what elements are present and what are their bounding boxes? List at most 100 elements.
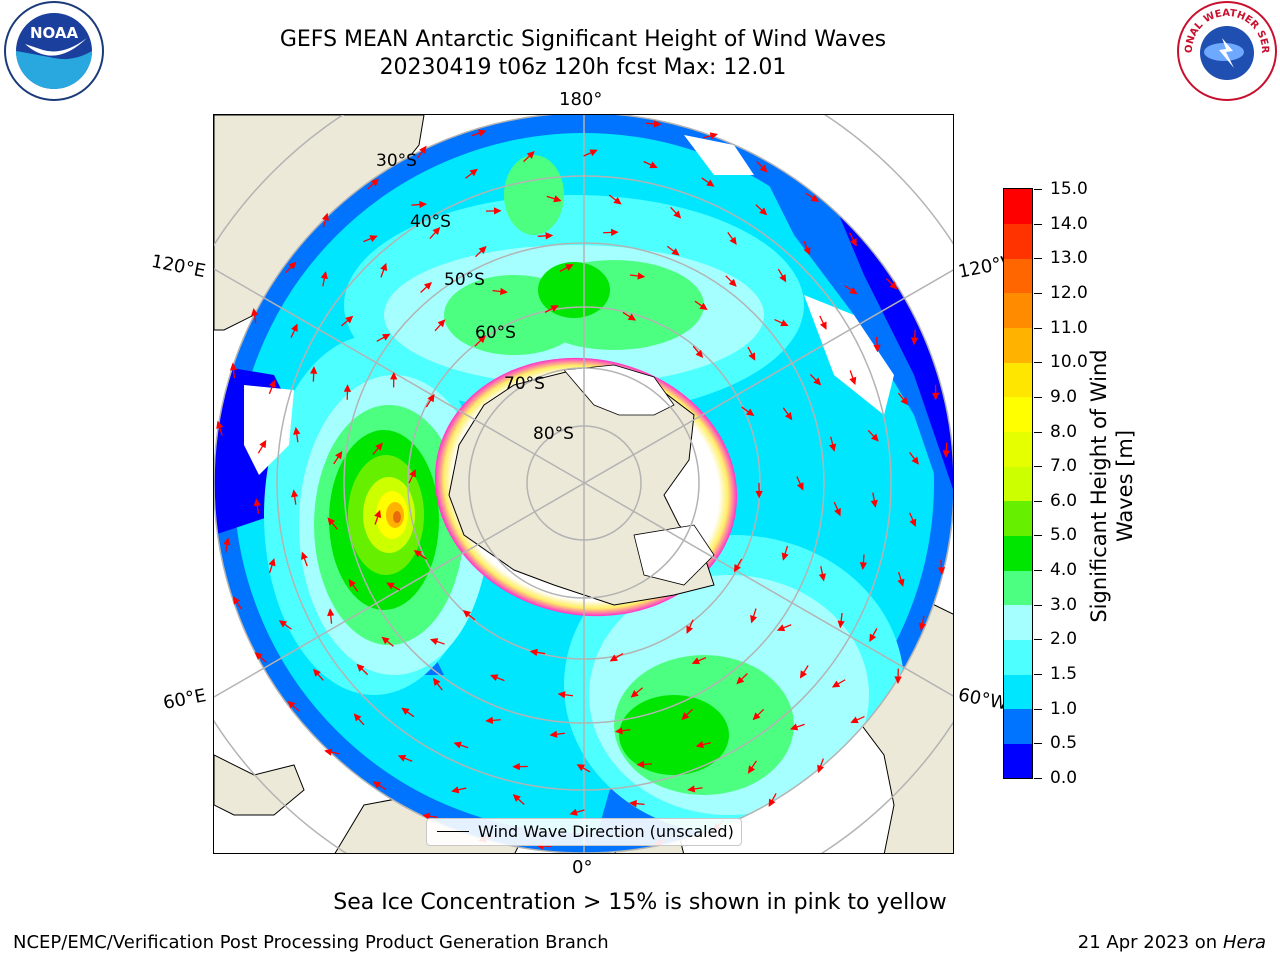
- legend-line-swatch: [437, 831, 469, 832]
- wave-direction-arrowhead: [526, 151, 535, 159]
- wave-direction-arrowhead: [755, 490, 763, 499]
- chart-subtitle: 20230419 t06z 120h fcst Max: 12.01: [379, 55, 787, 80]
- wave-direction-arrowhead: [423, 281, 432, 290]
- wave-direction-arrowhead: [837, 620, 845, 629]
- colorbar-tick: [1034, 604, 1042, 606]
- footer-date: 21 Apr 2023 on Hera: [1078, 932, 1266, 953]
- wave-direction-arrowhead: [369, 235, 378, 242]
- polar-map: [214, 115, 953, 853]
- wave-direction-arrowhead: [345, 315, 354, 324]
- wave-direction-arrowhead: [834, 507, 841, 517]
- wave-direction-arrowhead: [356, 663, 365, 672]
- wave-direction-arrowhead: [569, 808, 578, 816]
- wave-direction-arrowhead: [374, 509, 382, 519]
- wave-direction-arrowhead: [784, 412, 793, 421]
- wave-direction-arrowhead: [629, 799, 637, 808]
- wave-direction-arrowhead: [401, 707, 410, 715]
- colorbar-tick-label: 14.0: [1050, 213, 1088, 234]
- colorbar-tick-label: 5.0: [1050, 525, 1078, 546]
- wave-direction-arrowhead: [850, 716, 859, 724]
- wave-direction-arrowhead: [451, 786, 460, 794]
- wave-direction-arrowhead: [627, 313, 637, 321]
- wave-direction-arrowhead: [695, 349, 704, 358]
- wave-direction-arrowhead: [673, 210, 682, 219]
- lon-label-0: 0°: [572, 857, 593, 878]
- footer-date-text: 21 Apr 2023 on: [1077, 932, 1223, 953]
- wave-direction-arrowhead: [216, 420, 224, 429]
- wave-direction-arrowhead: [223, 537, 231, 546]
- colorbar-segment: [1004, 708, 1032, 744]
- noaa-logo-text: NOAA: [30, 24, 79, 42]
- colorbar-tick: [1034, 708, 1042, 710]
- footer-machine: Hera: [1222, 932, 1266, 953]
- wave-direction-arrowhead: [768, 798, 776, 807]
- wave-direction-arrowhead: [910, 337, 919, 346]
- wave-direction-arrowhead: [609, 654, 618, 662]
- wave-direction-arrowhead: [897, 578, 905, 587]
- wave-direction-arrowhead: [671, 248, 680, 256]
- colorbar-tick: [1034, 396, 1042, 398]
- wave-direction-arrowhead: [287, 700, 296, 709]
- lat-label-50s: 50°S: [444, 270, 485, 290]
- lat-label-60s: 60°S: [475, 323, 516, 343]
- wave-direction-arrowhead: [870, 433, 879, 442]
- wave-direction-arrowhead: [462, 610, 472, 618]
- colorbar-segment: [1004, 223, 1032, 259]
- wave-direction-arrowhead: [327, 608, 335, 617]
- colorbar-tick-label: 8.0: [1050, 421, 1078, 442]
- colorbar-title-line2: Waves [m]: [1113, 429, 1137, 543]
- wave-direction-arrowhead: [728, 278, 737, 287]
- colorbar-tick: [1034, 500, 1042, 502]
- wave-direction-arrowhead: [422, 812, 431, 820]
- colorbar-tick: [1034, 570, 1042, 572]
- colorbar-tick: [1034, 362, 1042, 364]
- wave-direction-arrowhead: [500, 287, 508, 296]
- colorbar-tick-label: 4.0: [1050, 560, 1078, 581]
- wave-direction-arrowhead: [324, 748, 333, 756]
- colorbar-tick: [1034, 327, 1042, 329]
- wave-direction-arrowhead: [813, 377, 822, 386]
- wave-direction-arrowhead: [375, 442, 383, 451]
- wave-direction-arrowhead: [859, 562, 868, 570]
- wind-wave-vectors: [216, 120, 950, 850]
- colorbar-segment: [1004, 604, 1032, 640]
- wave-direction-arrowhead: [780, 319, 789, 327]
- wave-direction-arrowhead: [320, 271, 328, 280]
- wave-direction-arrowhead: [259, 439, 267, 449]
- wave-direction-arrowhead: [789, 723, 799, 731]
- colorbar-tick: [1034, 674, 1042, 676]
- wave-direction-arrowhead: [681, 712, 690, 721]
- colorbar-tick-label: 1.5: [1050, 664, 1078, 685]
- wave-direction-arrowhead: [870, 499, 878, 508]
- chart-title: GEFS MEAN Antarctic Significant Height o…: [279, 27, 887, 52]
- colorbar-segment: [1004, 258, 1032, 294]
- lon-label-180: 180°: [559, 89, 603, 110]
- wave-direction-arrowhead: [512, 794, 521, 802]
- wave-direction-arrowhead: [687, 785, 696, 793]
- colorbar-segment: [1004, 327, 1032, 363]
- wave-direction-arrowhead: [576, 764, 585, 772]
- wave-direction-arrowhead: [695, 741, 704, 749]
- colorbar-tick-label: 12.0: [1050, 282, 1088, 303]
- wave-direction-arrowhead: [810, 194, 819, 203]
- colorbar-segment: [1004, 466, 1032, 502]
- colorbar-segment: [1004, 431, 1032, 467]
- colorbar-tick-label: 2.0: [1050, 629, 1078, 650]
- wave-direction-arrowhead: [397, 754, 407, 762]
- wave-direction-arrowhead: [686, 625, 694, 634]
- wave-direction-arrowhead: [918, 622, 926, 631]
- colorbar-segment: [1004, 292, 1032, 329]
- colorbar-tick: [1034, 292, 1042, 294]
- wave-direction-arrowhead: [550, 305, 559, 312]
- colorbar-tick-label: 13.0: [1050, 248, 1088, 269]
- wave-direction-arrowhead: [942, 450, 950, 459]
- lon-label-60e: 60°E: [161, 685, 208, 714]
- colorbar-tick: [1034, 258, 1042, 260]
- wave-direction-arrowhead: [759, 207, 768, 216]
- wave-direction-arrowhead: [253, 498, 261, 507]
- colorbar-tick-label: 11.0: [1050, 317, 1088, 338]
- legend-label: Wind Wave Direction (unscaled): [478, 822, 734, 841]
- wave-direction-arrowhead: [429, 638, 439, 645]
- wave-direction-arrowhead: [630, 690, 639, 698]
- lat-label-70s: 70°S: [504, 374, 545, 394]
